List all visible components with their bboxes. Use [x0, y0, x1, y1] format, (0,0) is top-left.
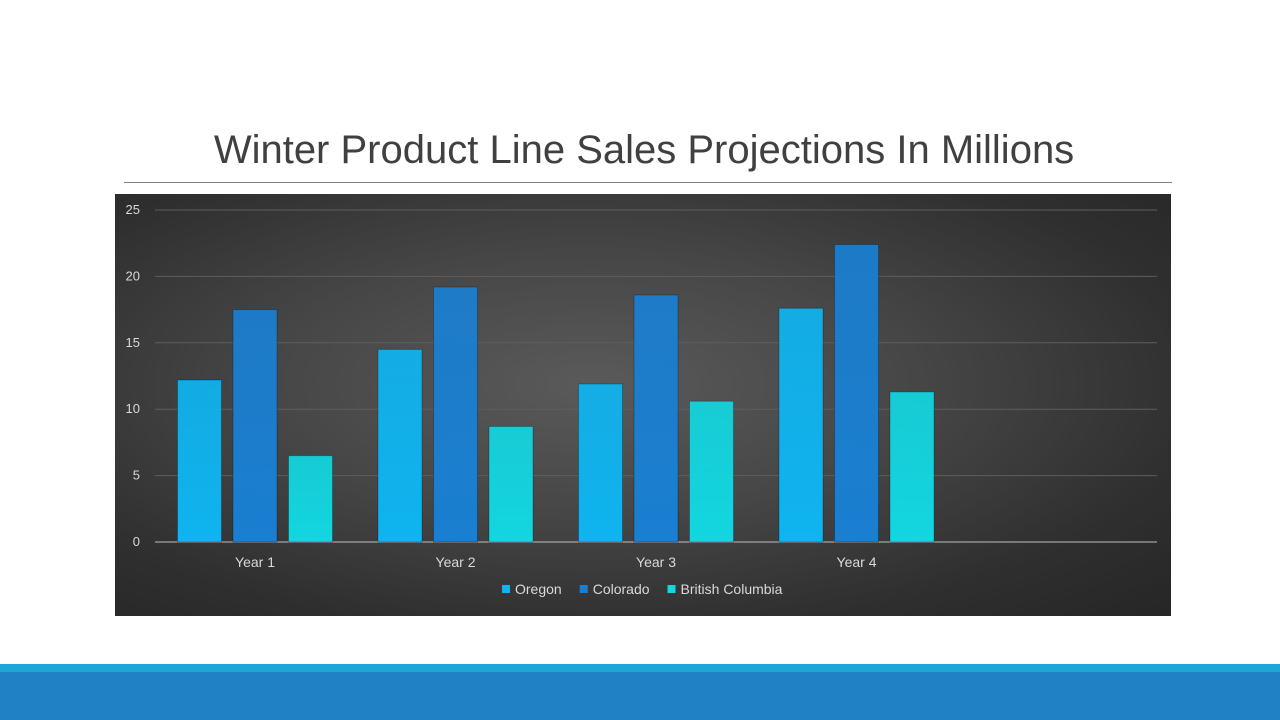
y-tick-label: 0 [133, 534, 140, 549]
footer-accent-stripe [0, 664, 1280, 672]
legend-swatch [502, 585, 510, 593]
bar-british-columbia [689, 400, 734, 543]
bar-oregon [778, 307, 824, 543]
legend-label: Colorado [593, 581, 650, 597]
legend-swatch [667, 585, 676, 593]
slide-title: Winter Product Line Sales Projections In… [213, 128, 1075, 172]
x-tick-label: Year 4 [837, 554, 877, 570]
bar-colorado [232, 309, 278, 543]
bar-colorado [433, 286, 478, 543]
y-tick-label: 5 [133, 468, 140, 483]
bar-colorado [834, 244, 879, 543]
y-tick-label: 10 [126, 401, 140, 416]
y-tick-label: 25 [126, 202, 140, 217]
bar-oregon [177, 379, 222, 543]
x-tick-label: Year 1 [235, 554, 275, 570]
legend-label: Oregon [515, 581, 562, 597]
legend-label: British Columbia [681, 581, 783, 597]
x-tick-label: Year 2 [436, 554, 476, 570]
chart-panel: 0 5 10 15 20 25 Year 1 Year 2 Year 3 Year 4 Oregon… [115, 194, 1171, 616]
title-divider [124, 182, 1172, 183]
y-tick-label: 20 [126, 268, 140, 283]
bar-oregon [578, 383, 623, 543]
bar-british-columbia [288, 455, 333, 543]
bar-chart: 0 5 10 15 20 25 Year 1 Year 2 Year 3 Year 4 Oregon… [126, 202, 1157, 597]
footer-band [0, 672, 1280, 720]
legend-swatch [579, 585, 588, 593]
bar-oregon [377, 348, 423, 543]
x-tick-label: Year 3 [636, 554, 676, 570]
bar-british-columbia [488, 425, 534, 543]
bar-british-columbia [889, 391, 935, 543]
y-tick-label: 15 [126, 335, 140, 350]
bar-colorado [633, 294, 679, 543]
